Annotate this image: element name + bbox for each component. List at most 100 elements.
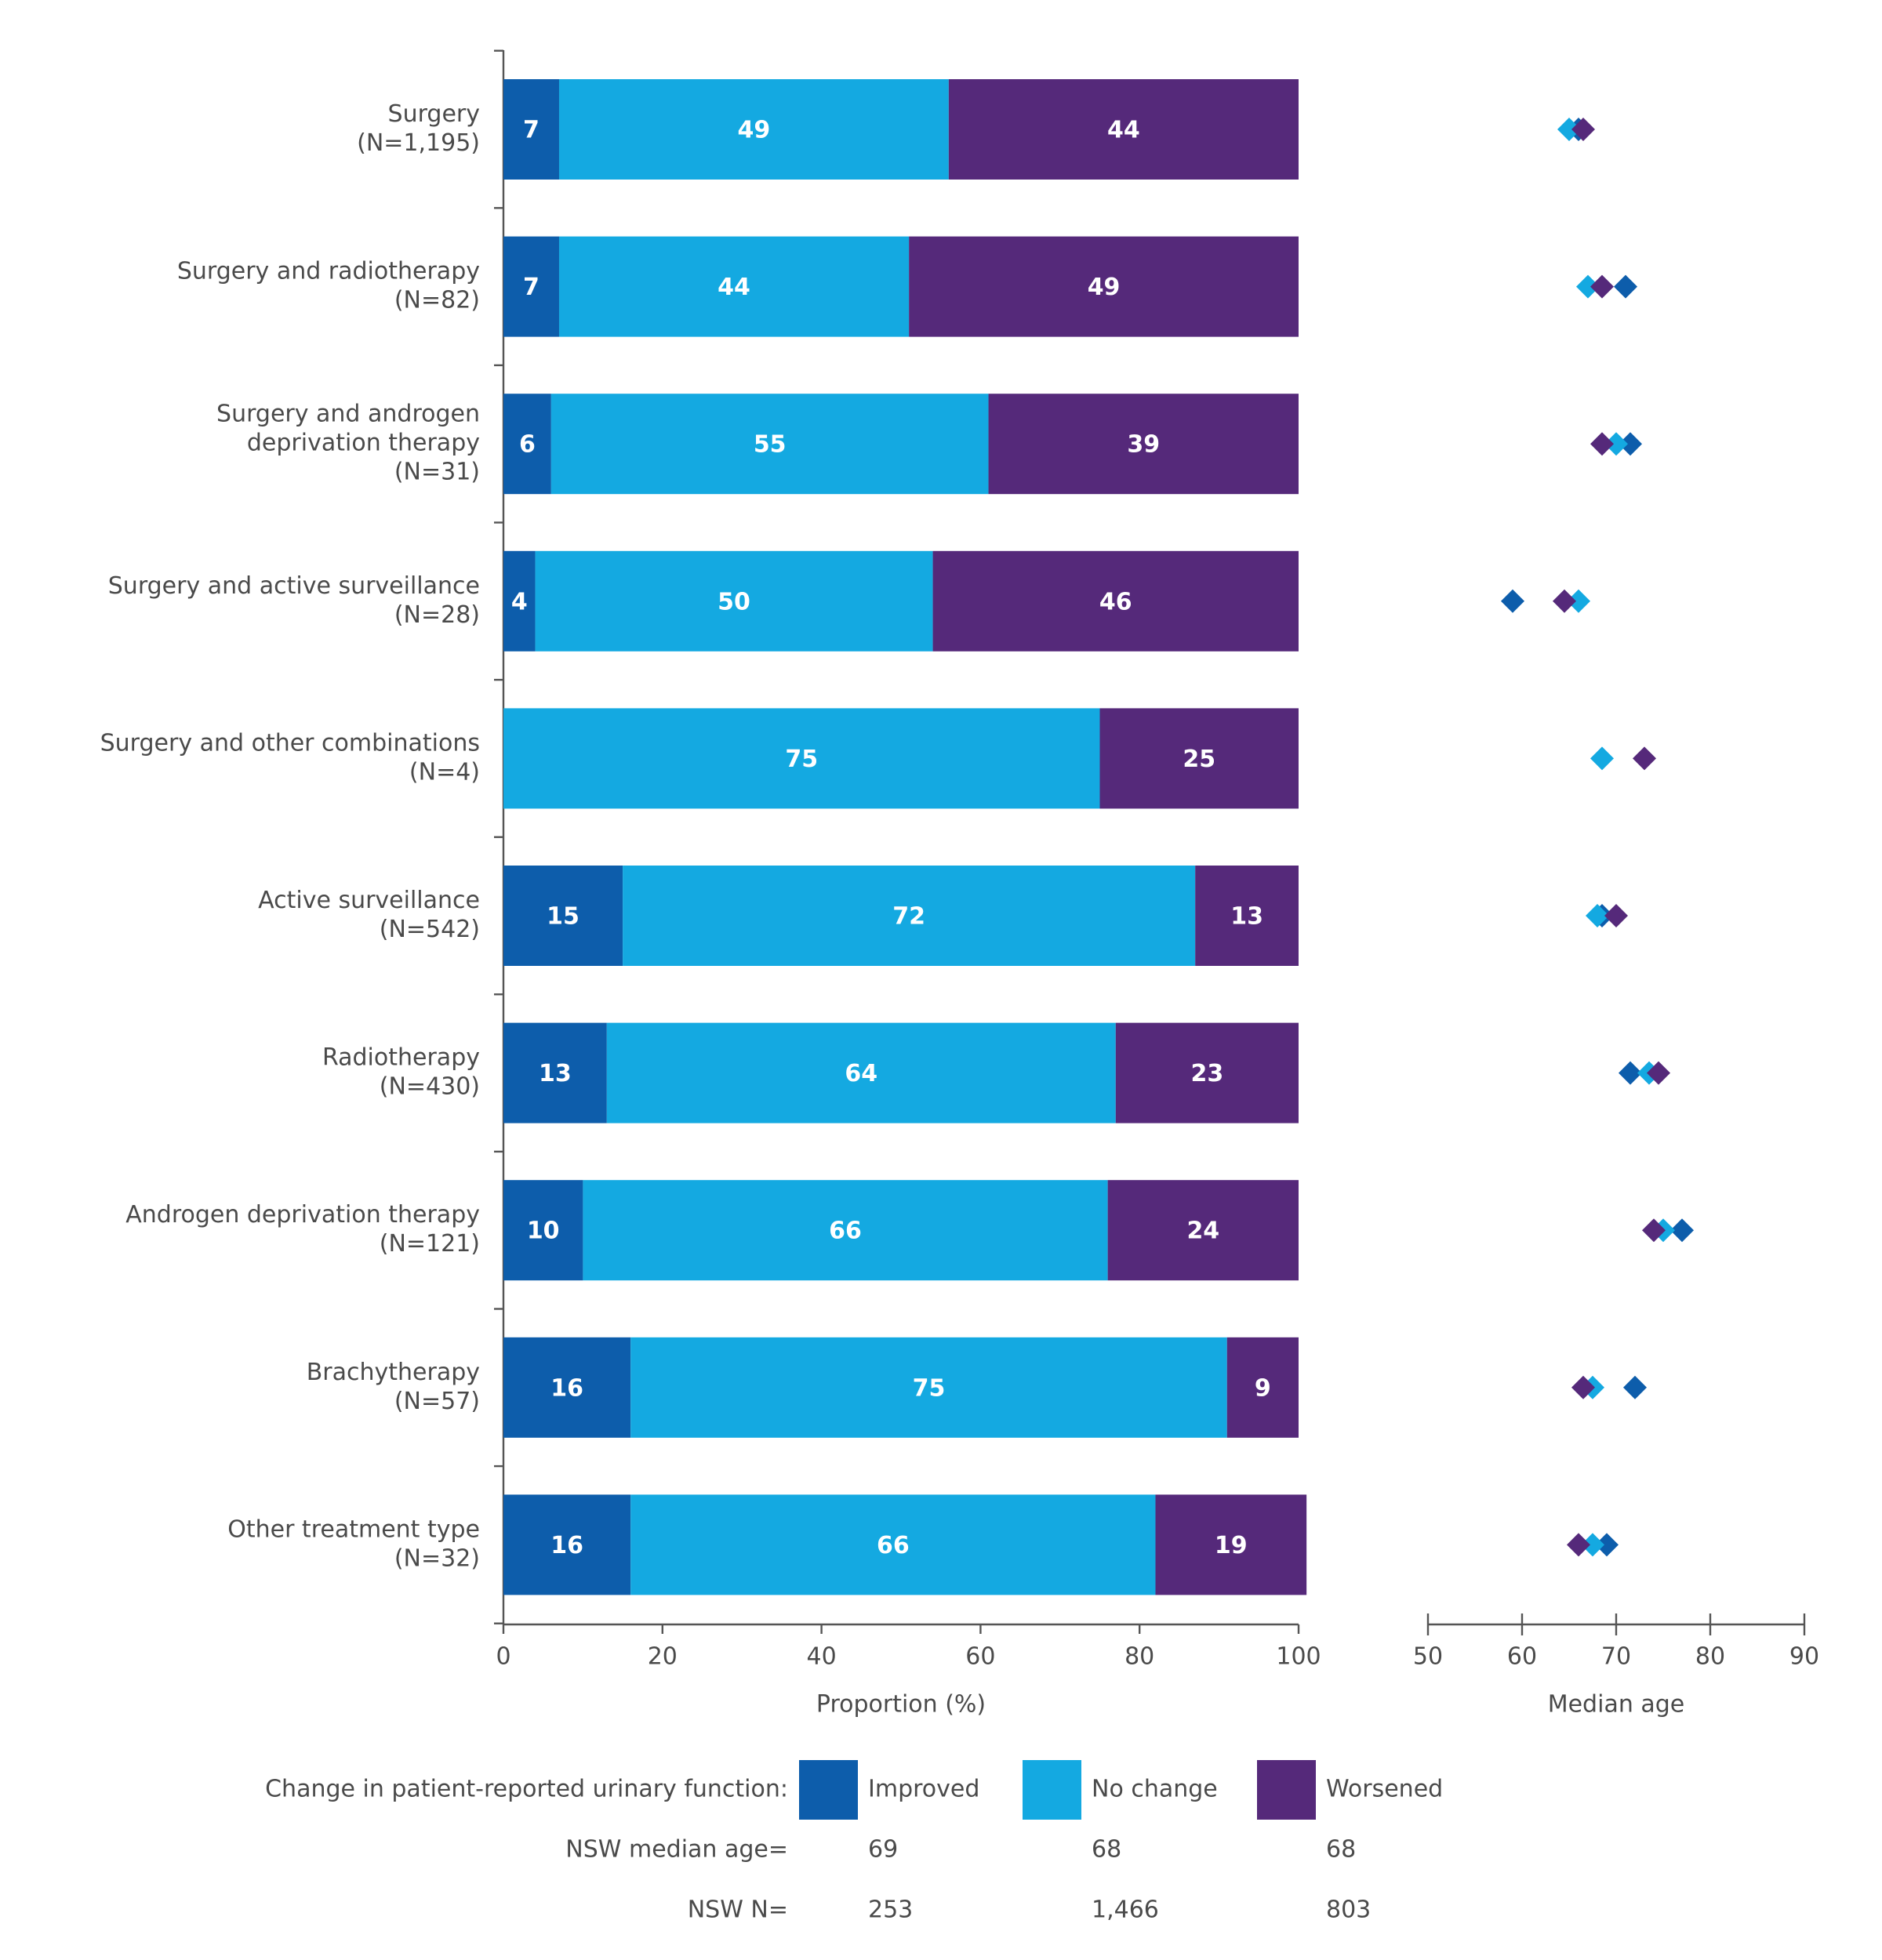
data-label: 4	[511, 588, 528, 615]
bar-segment	[558, 236, 910, 337]
summary-value: 803	[1326, 1896, 1371, 1924]
data-label: 49	[738, 117, 771, 144]
median-age-point	[1595, 1533, 1619, 1557]
legend-swatch	[1023, 1760, 1081, 1820]
median-age-point	[1567, 589, 1590, 613]
x-axis-title: Proportion (%)	[816, 1691, 986, 1719]
data-label: 72	[892, 903, 925, 931]
bar-segment	[503, 236, 559, 337]
bar-segment	[503, 1022, 607, 1123]
x-tick-label: 50	[1413, 1643, 1443, 1671]
category-label: (N=82)	[394, 287, 480, 314]
median-age-point	[1670, 1218, 1694, 1243]
x-axis-title: Median age	[1548, 1691, 1685, 1719]
data-label: 66	[829, 1218, 862, 1245]
category-label: Surgery	[388, 100, 480, 128]
median-age-point	[1614, 274, 1637, 299]
x-tick-label: 0	[496, 1643, 510, 1671]
bar-segment	[630, 1337, 1227, 1438]
data-label: 50	[718, 588, 750, 615]
x-tick-label: 80	[1124, 1643, 1154, 1671]
x-tick-label: 40	[807, 1643, 837, 1671]
category-label: (N=4)	[409, 758, 480, 786]
data-label: 44	[1107, 117, 1140, 144]
bar-segment	[583, 1180, 1108, 1281]
category-label: (N=1,195)	[357, 129, 480, 157]
category-label: Active surveillance	[258, 887, 480, 914]
legend-swatch	[799, 1760, 858, 1820]
median-age-point	[1604, 432, 1628, 456]
median-age-point	[1576, 274, 1600, 299]
bar-segment	[535, 550, 933, 652]
category-label: Brachytherapy	[307, 1359, 480, 1386]
data-label: 66	[877, 1532, 910, 1559]
data-label: 19	[1215, 1532, 1248, 1559]
data-label: 55	[754, 431, 787, 459]
median-age-point	[1590, 746, 1614, 771]
legend-label: Worsened	[1326, 1776, 1443, 1803]
data-label: 23	[1191, 1060, 1224, 1087]
summary-value: 69	[868, 1836, 898, 1864]
data-label: 25	[1183, 746, 1215, 773]
category-label: Androgen deprivation therapy	[125, 1201, 480, 1229]
data-label: 24	[1186, 1218, 1219, 1245]
data-label: 75	[913, 1374, 946, 1402]
category-label: Radiotherapy	[322, 1044, 480, 1072]
category-label: Surgery and active surveillance	[108, 572, 480, 600]
bar-segment	[1099, 708, 1299, 809]
bar-segment	[503, 550, 536, 652]
category-label: (N=28)	[394, 601, 480, 629]
median-age-point	[1619, 432, 1642, 456]
median-age-point	[1647, 1061, 1670, 1085]
category-label: (N=430)	[380, 1073, 480, 1101]
bar-segment	[932, 550, 1299, 652]
category-label: (N=32)	[394, 1544, 480, 1572]
legend-title: Change in patient-reported urinary funct…	[265, 1776, 788, 1803]
x-tick-label: 60	[965, 1643, 995, 1671]
data-label: 16	[550, 1532, 583, 1559]
legend-label: No change	[1092, 1776, 1218, 1803]
median-age-point	[1642, 1218, 1666, 1243]
category-label: Other treatment type	[227, 1515, 480, 1543]
bar-segment	[988, 394, 1299, 495]
median-age-point	[1619, 1061, 1642, 1085]
x-tick-label: 70	[1601, 1643, 1631, 1671]
median-age-point	[1586, 904, 1609, 927]
data-label: 75	[785, 746, 818, 773]
category-label: (N=542)	[380, 916, 480, 943]
median-age-point	[1501, 589, 1524, 613]
bar-segment	[503, 79, 559, 180]
summary-value: 68	[1326, 1836, 1356, 1864]
legend-swatch	[1257, 1760, 1316, 1820]
bar-segment	[630, 1494, 1156, 1595]
median-age-point	[1590, 432, 1614, 456]
data-label: 13	[1230, 903, 1263, 931]
x-tick-label: 100	[1276, 1643, 1321, 1671]
data-label: 13	[539, 1060, 572, 1087]
median-age-point	[1571, 1375, 1595, 1399]
bar-segment	[948, 79, 1299, 180]
bar-segment	[1195, 866, 1299, 966]
summary-label: NSW median age=	[565, 1836, 788, 1864]
category-label: deprivation therapy	[247, 430, 480, 457]
bar-segment	[909, 236, 1299, 337]
bar-segment	[503, 1337, 631, 1438]
x-tick-label: 60	[1507, 1643, 1537, 1671]
median-age-point	[1623, 1375, 1647, 1399]
bar-segment	[503, 1494, 631, 1595]
bar-segment	[606, 1022, 1116, 1123]
median-age-point	[1590, 274, 1614, 299]
data-label: 6	[519, 431, 536, 459]
data-label: 64	[845, 1060, 877, 1087]
bar-segment	[558, 79, 949, 180]
category-label: Surgery and androgen	[216, 401, 480, 428]
data-label: 46	[1099, 588, 1132, 615]
summary-value: 68	[1092, 1836, 1121, 1864]
x-tick-label: 20	[648, 1643, 678, 1671]
category-label: (N=31)	[394, 459, 480, 486]
bar-segment	[503, 866, 623, 966]
median-age-point	[1604, 904, 1628, 927]
data-label: 9	[1255, 1374, 1271, 1402]
data-label: 16	[550, 1374, 583, 1402]
